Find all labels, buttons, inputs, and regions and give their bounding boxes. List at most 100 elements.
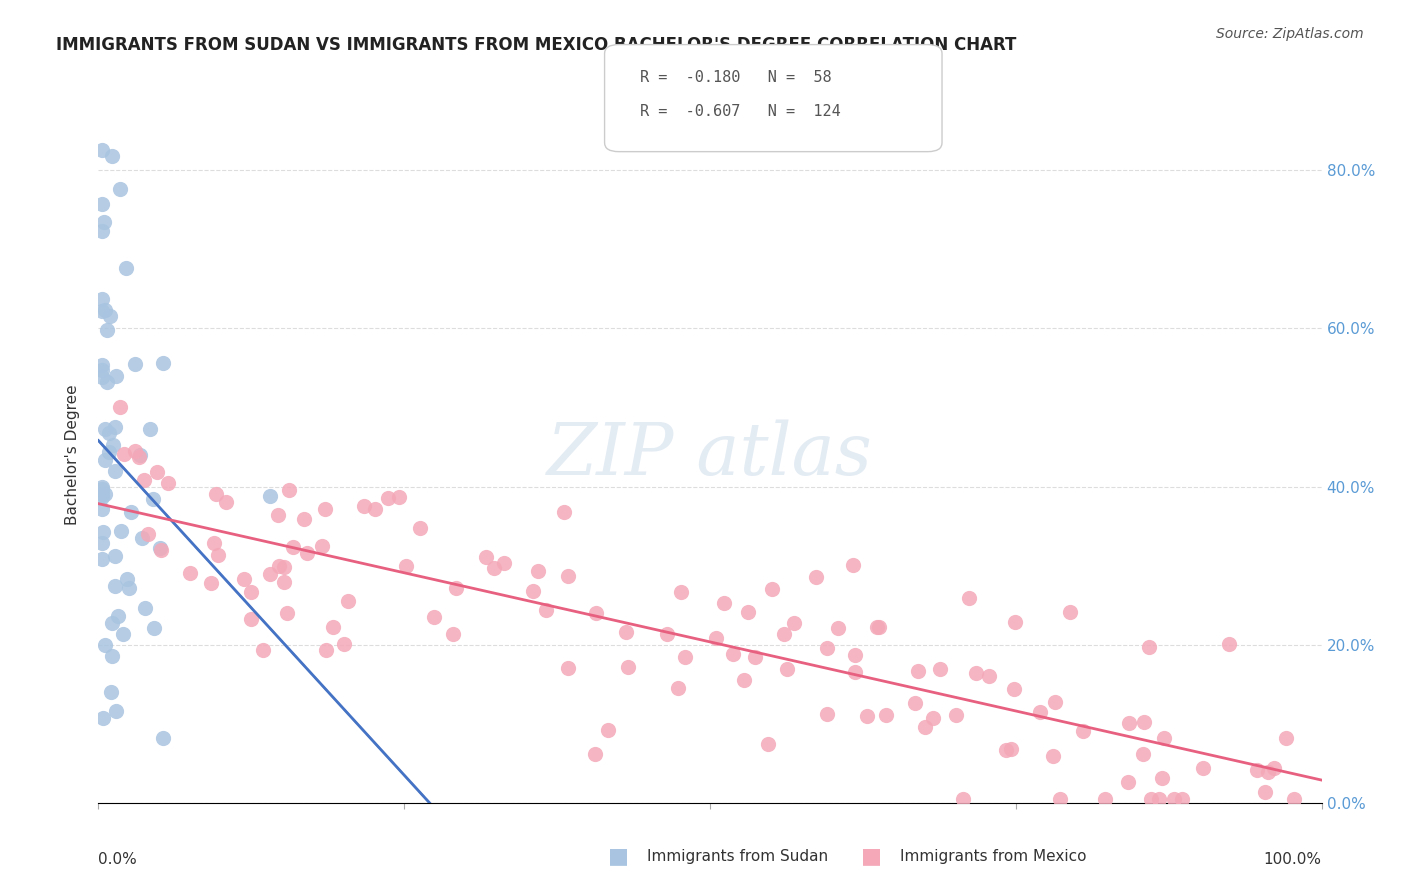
Sudan xyxy=(100,684,122,698)
Sudan xyxy=(91,143,114,157)
Mexico xyxy=(1137,640,1160,654)
Text: 0.0%: 0.0% xyxy=(98,852,138,866)
Mexico xyxy=(776,662,799,676)
Mexico xyxy=(522,583,544,598)
Text: Immigrants from Mexico: Immigrants from Mexico xyxy=(900,849,1087,863)
Mexico xyxy=(202,536,225,550)
Sudan xyxy=(111,627,134,641)
Mexico xyxy=(1171,792,1194,806)
Mexico xyxy=(557,661,579,675)
Mexico xyxy=(112,446,135,460)
Sudan xyxy=(94,452,117,467)
Mexico xyxy=(1153,731,1175,746)
Sudan xyxy=(101,437,124,451)
Mexico xyxy=(866,620,889,634)
Mexico xyxy=(616,660,638,674)
Mexico xyxy=(965,666,987,681)
Sudan xyxy=(91,551,114,566)
Mexico xyxy=(482,560,505,574)
Mexico xyxy=(179,566,201,580)
Sudan xyxy=(124,357,146,371)
Mexico xyxy=(281,541,304,555)
Sudan xyxy=(101,648,124,663)
Sudan xyxy=(91,480,114,494)
Sudan xyxy=(96,323,118,337)
Mexico xyxy=(128,450,150,465)
Mexico xyxy=(1002,682,1025,697)
Mexico xyxy=(977,669,1000,683)
Mexico xyxy=(1132,747,1154,762)
Sudan xyxy=(91,362,114,376)
Mexico xyxy=(844,665,866,679)
Mexico xyxy=(353,499,375,513)
Mexico xyxy=(1004,615,1026,629)
Mexico xyxy=(110,401,132,415)
Mexico xyxy=(596,723,619,737)
Mexico xyxy=(409,521,432,535)
Mexico xyxy=(957,591,980,605)
Sudan xyxy=(91,482,114,496)
Mexico xyxy=(744,650,766,665)
Mexico xyxy=(756,737,779,751)
Mexico xyxy=(704,632,727,646)
Sudan xyxy=(115,572,138,586)
Sudan xyxy=(128,448,150,462)
Mexico xyxy=(1042,749,1064,764)
Mexico xyxy=(239,612,262,626)
Mexico xyxy=(295,545,318,559)
Mexico xyxy=(733,673,755,687)
Sudan xyxy=(91,224,114,238)
Sudan xyxy=(152,731,174,746)
Sudan xyxy=(91,369,114,384)
Mexico xyxy=(207,548,229,562)
Mexico xyxy=(534,602,557,616)
Text: R =  -0.180   N =  58: R = -0.180 N = 58 xyxy=(640,70,831,85)
Text: IMMIGRANTS FROM SUDAN VS IMMIGRANTS FROM MEXICO BACHELOR'S DEGREE CORRELATION CH: IMMIGRANTS FROM SUDAN VS IMMIGRANTS FROM… xyxy=(56,36,1017,54)
Mexico xyxy=(444,582,467,596)
Sudan xyxy=(104,549,127,563)
Sudan xyxy=(91,491,114,505)
Mexico xyxy=(1071,723,1094,738)
Mexico xyxy=(337,594,360,608)
Mexico xyxy=(395,558,418,573)
Mexico xyxy=(1275,731,1298,746)
Text: ■: ■ xyxy=(609,847,628,866)
Mexico xyxy=(315,643,337,657)
Mexico xyxy=(842,558,865,572)
Mexico xyxy=(783,616,806,631)
Sudan xyxy=(91,293,114,307)
Sudan xyxy=(108,182,131,196)
Sudan xyxy=(97,426,120,441)
Sudan xyxy=(94,487,117,501)
Mexico xyxy=(388,490,411,504)
Text: 100.0%: 100.0% xyxy=(1264,852,1322,866)
Mexico xyxy=(583,747,606,761)
Mexico xyxy=(922,711,945,725)
Mexico xyxy=(1163,792,1185,806)
Mexico xyxy=(1049,792,1071,806)
Mexico xyxy=(1254,785,1277,799)
Sudan xyxy=(96,375,118,389)
Mexico xyxy=(855,709,877,723)
Mexico xyxy=(273,575,295,590)
Mexico xyxy=(333,637,356,651)
Sudan xyxy=(93,422,115,436)
Mexico xyxy=(136,526,159,541)
Mexico xyxy=(132,473,155,487)
Sudan xyxy=(120,505,142,519)
Mexico xyxy=(713,597,735,611)
Sudan xyxy=(104,464,127,478)
Mexico xyxy=(1118,716,1140,731)
Sudan xyxy=(93,215,115,229)
Mexico xyxy=(233,572,256,586)
Mexico xyxy=(1043,695,1066,709)
Mexico xyxy=(1263,762,1285,776)
Mexico xyxy=(1094,792,1116,806)
Mexico xyxy=(1132,714,1154,729)
Sudan xyxy=(149,541,172,555)
Mexico xyxy=(1246,764,1268,778)
Mexico xyxy=(737,605,759,619)
Sudan xyxy=(152,356,174,370)
Sudan xyxy=(104,420,127,434)
Mexico xyxy=(204,487,226,501)
